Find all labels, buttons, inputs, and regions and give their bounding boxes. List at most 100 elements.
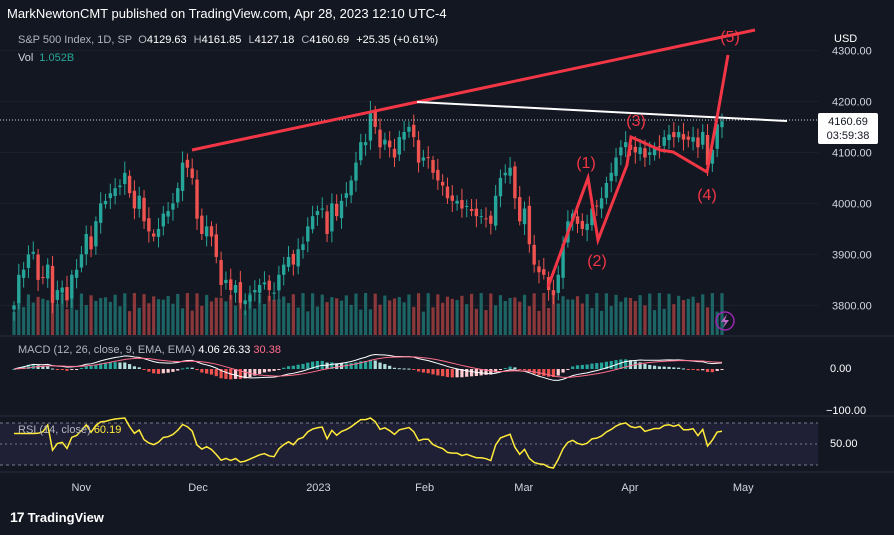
macd-hist-bar xyxy=(291,365,295,369)
candle-body xyxy=(190,168,194,178)
volume-bar xyxy=(315,306,320,335)
volume-bar xyxy=(508,297,512,335)
macd-hist-bar xyxy=(238,369,242,379)
candle-body xyxy=(238,282,243,303)
macd-hist-bar xyxy=(421,369,425,373)
macd-hist-bar xyxy=(108,362,112,369)
candle-body xyxy=(89,236,93,250)
candle-body xyxy=(436,169,440,181)
volume-label[interactable]: Vol xyxy=(18,52,34,64)
macd-hist-bar xyxy=(137,367,141,369)
candle-body xyxy=(614,157,618,176)
horizontal-trendline[interactable] xyxy=(416,101,788,122)
candle-body xyxy=(585,223,589,231)
candle-body xyxy=(70,274,74,299)
candle-body xyxy=(643,148,647,158)
macd-hist-bar xyxy=(79,367,84,369)
macd-hist-bar xyxy=(465,369,469,377)
macd-hist-bar xyxy=(652,365,657,369)
volume-bar xyxy=(648,293,652,335)
macd-hist-bar xyxy=(123,362,127,369)
close-label: C xyxy=(301,34,310,46)
macd-hist-bar xyxy=(84,366,88,369)
volume-bar xyxy=(291,294,295,335)
volume-bar xyxy=(152,296,156,335)
candle-body xyxy=(156,228,161,237)
volume-legend: Vol 1.052B xyxy=(18,52,74,64)
volume-bar xyxy=(368,309,373,335)
candle-body xyxy=(696,137,700,148)
macd-hist-bar xyxy=(41,366,45,369)
candle-body xyxy=(363,142,368,146)
volume-bar xyxy=(469,293,474,335)
candle-body xyxy=(686,136,690,140)
wave-path[interactable] xyxy=(546,54,730,288)
candle-body xyxy=(383,139,387,145)
tradingview-logo[interactable]: 17 TradingView xyxy=(10,509,104,525)
high-value: 4161.85 xyxy=(201,34,242,46)
volume-bar xyxy=(311,293,315,335)
volume-bar xyxy=(604,293,609,335)
candle-body xyxy=(604,183,609,198)
macd-hist-bar xyxy=(113,362,117,369)
macd-hist-bar xyxy=(585,364,589,369)
volume-bar xyxy=(349,304,353,335)
volume-bar xyxy=(195,293,199,335)
volume-bar xyxy=(166,296,170,335)
time-axis[interactable]: Nov Dec 2023 Feb Mar Apr May xyxy=(71,482,754,494)
candle-body xyxy=(402,132,406,140)
lightning-icon[interactable] xyxy=(715,311,735,331)
candle-body xyxy=(489,215,493,224)
symbol-legend: S&P 500 Index, 1D, SP O4129.63 H4161.85 … xyxy=(18,34,438,46)
currency-label: USD xyxy=(834,33,858,45)
volume-bar xyxy=(561,296,565,335)
volume-bar xyxy=(180,308,185,335)
macd-hist-bar xyxy=(657,366,661,369)
symbol-name[interactable]: S&P 500 Index, 1D, SP xyxy=(18,34,133,46)
macd-hist-bar xyxy=(156,369,161,374)
candle-body xyxy=(359,142,363,161)
candle-body xyxy=(407,126,411,132)
volume-bar xyxy=(156,299,161,335)
macd-hist-bar xyxy=(224,369,228,379)
volume-bar xyxy=(566,299,570,335)
macd-hist-bar xyxy=(31,364,35,369)
candle-body xyxy=(445,186,450,199)
candle-body xyxy=(147,218,151,232)
candle-body xyxy=(26,254,31,268)
macd-hist-bar xyxy=(532,369,536,374)
volume-bar xyxy=(118,306,122,335)
candle-body xyxy=(387,140,392,148)
macd-hist-bar xyxy=(662,366,666,369)
upper-trendline[interactable] xyxy=(191,28,756,152)
signal-value: 26.33 xyxy=(222,344,251,356)
candle-body xyxy=(46,264,50,279)
volume-bar xyxy=(171,303,175,335)
price-axis[interactable]: 3800.00 3900.00 4000.00 4100.00 4200.00 4300.… xyxy=(832,45,872,312)
volume-bar xyxy=(445,296,450,335)
rsi-label[interactable]: RSI (14, close) xyxy=(18,424,91,436)
volume-bar xyxy=(522,294,527,335)
macd-hist-bar xyxy=(36,365,40,369)
candle-body xyxy=(373,110,377,127)
macd-hist-bar xyxy=(118,362,122,369)
volume-bar xyxy=(489,293,493,335)
volume-bar xyxy=(344,295,348,335)
candle-body xyxy=(325,211,329,234)
macd-label[interactable]: MACD (12, 26, close, 9, EMA, EMA) xyxy=(18,344,196,356)
candle-body xyxy=(74,269,79,278)
candle-body xyxy=(662,137,666,146)
macd-hist-bar xyxy=(522,369,527,370)
volume-bar xyxy=(147,303,151,335)
rsi-axis-tick-0: 50.00 xyxy=(830,438,858,450)
time-tick-2: 2023 xyxy=(306,482,330,494)
candle-body xyxy=(180,162,185,191)
volume-bar xyxy=(209,301,214,335)
open-label: O xyxy=(138,34,147,46)
candle-body xyxy=(229,279,233,291)
macd-hist-bar xyxy=(354,362,358,369)
volume-bar xyxy=(397,296,401,335)
candle-body xyxy=(118,185,122,188)
macd-hist-bar xyxy=(180,368,185,370)
